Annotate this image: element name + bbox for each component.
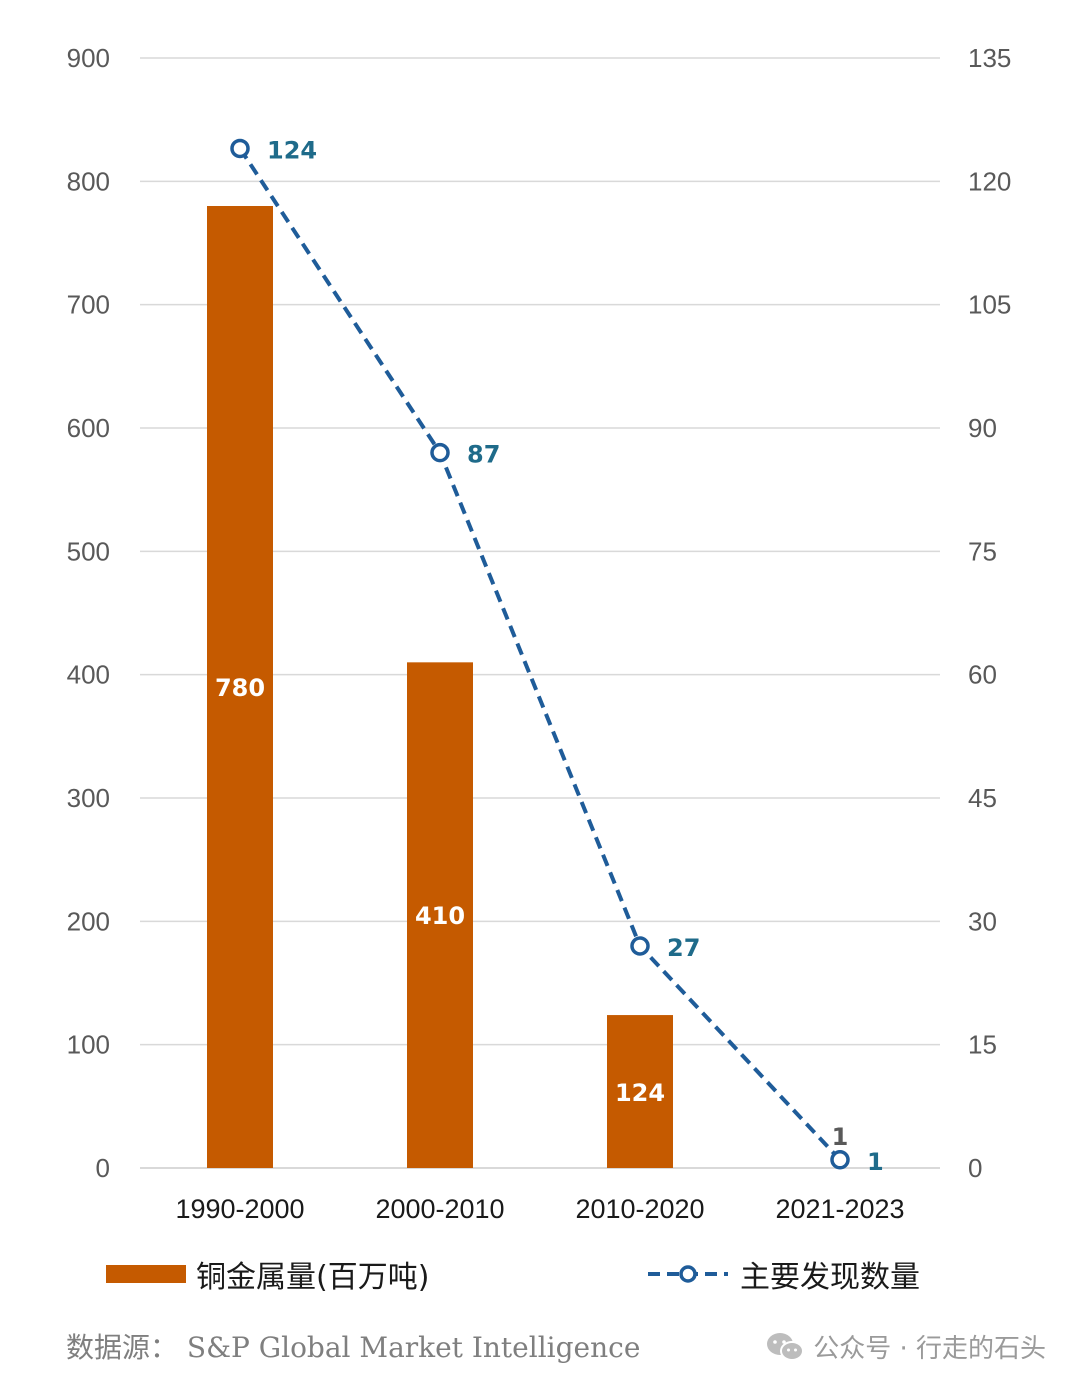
right-tick-label: 75 [968, 536, 997, 566]
right-y-axis: 0 15 30 45 60 75 90 105 120 135 [968, 43, 1011, 1183]
right-tick-label: 15 [968, 1030, 997, 1060]
left-y-axis: 0 100 200 300 400 500 600 700 800 900 [67, 43, 110, 1183]
left-tick-label: 800 [67, 166, 110, 196]
right-tick-label: 90 [968, 413, 997, 443]
line-path [238, 147, 842, 1162]
left-tick-label: 300 [67, 783, 110, 813]
right-tick-label: 60 [968, 660, 997, 690]
bar [207, 206, 273, 1168]
x-tick-label: 2021-2023 [775, 1194, 904, 1224]
right-tick-label: 120 [968, 166, 1011, 196]
legend-bar-swatch [106, 1265, 186, 1283]
bar-data-label-extra: 1 [832, 1123, 849, 1151]
right-tick-label: 135 [968, 43, 1011, 73]
left-tick-label: 900 [67, 43, 110, 73]
line-point [630, 936, 650, 956]
line-data-label: 87 [467, 441, 500, 469]
left-tick-label: 600 [67, 413, 110, 443]
bar-series [207, 206, 673, 1168]
wechat-icon [767, 1332, 805, 1361]
copper-discovery-chart: 0 100 200 300 400 500 600 700 800 900 0 15 30 45 60 75… [67, 43, 1012, 1224]
right-tick-label: 45 [968, 783, 997, 813]
left-tick-label: 200 [67, 906, 110, 936]
bar [407, 662, 473, 1168]
line-data-label: 124 [267, 136, 317, 164]
line-data-label: 27 [667, 934, 700, 962]
legend-line-swatch [648, 1265, 728, 1283]
x-tick-label: 1990-2000 [175, 1194, 304, 1224]
right-tick-label: 0 [968, 1153, 982, 1183]
bar-data-labels: 780 410 124 [215, 674, 665, 1107]
bar [607, 1015, 673, 1168]
right-tick-label: 30 [968, 906, 997, 936]
line-data-labels: 124 87 27 11 [267, 136, 884, 1175]
bar-data-label: 124 [615, 1079, 665, 1107]
x-axis: 1990-2000 2000-2010 2010-2020 2021-2023 [175, 1194, 904, 1224]
line-point [830, 1150, 850, 1170]
x-tick-label: 2000-2010 [375, 1194, 504, 1224]
legend-line-label: 主要发现数量 [740, 1260, 920, 1295]
source-note: 数据源： S&P Global Market Intelligence [66, 1331, 641, 1364]
line-point [430, 442, 450, 463]
bar-data-label: 410 [415, 902, 465, 930]
left-tick-label: 400 [67, 660, 110, 690]
x-tick-label: 2010-2020 [575, 1194, 704, 1224]
watermark: 公众号 · 行走的石头 [765, 1328, 1046, 1365]
gridlines [140, 57, 940, 1169]
legend-line: 主要发现数量 [646, 1252, 920, 1296]
legend-bar-label: 铜金属量(百万吨) [196, 1260, 430, 1295]
line-data-label: 1 [867, 1148, 884, 1176]
left-tick-label: 500 [67, 536, 110, 566]
left-tick-label: 700 [67, 290, 110, 320]
line-point [230, 138, 250, 159]
legend-bar: 铜金属量(百万吨) [106, 1252, 429, 1296]
left-tick-label: 100 [67, 1030, 110, 1060]
bar-data-label: 780 [215, 674, 265, 702]
line-series [230, 138, 850, 1170]
watermark-text: 公众号 · 行走的石头 [813, 1334, 1046, 1364]
left-tick-label: 0 [96, 1153, 110, 1183]
right-tick-label: 105 [968, 290, 1011, 320]
